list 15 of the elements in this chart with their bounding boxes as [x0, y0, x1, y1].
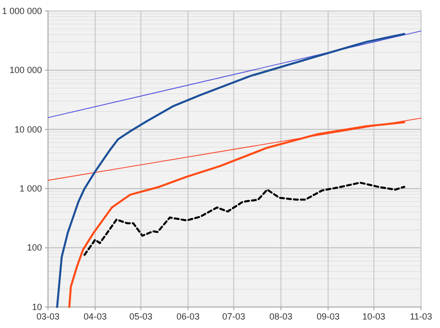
- y-tick-label: 100: [26, 242, 42, 253]
- x-tick-label: 03-03: [36, 311, 60, 322]
- x-tick-label: 08-03: [269, 311, 292, 322]
- x-tick-label: 06-03: [176, 311, 200, 322]
- x-tick-label: 10-03: [362, 311, 386, 322]
- x-tick-label: 04-03: [84, 311, 107, 322]
- y-tick-label: 100 000: [9, 65, 42, 76]
- x-tick-label: 05-03: [129, 311, 152, 322]
- y-tick-label: 1 000 000: [2, 6, 42, 16]
- y-tick-label: 10: [32, 302, 42, 312]
- y-tick-label: 1 000: [19, 183, 42, 194]
- x-tick-label: 11-03: [410, 311, 432, 322]
- y-tick-label: 10 000: [14, 124, 42, 134]
- x-tick-label: 09-03: [316, 311, 340, 322]
- x-tick-label: 07-03: [222, 311, 246, 322]
